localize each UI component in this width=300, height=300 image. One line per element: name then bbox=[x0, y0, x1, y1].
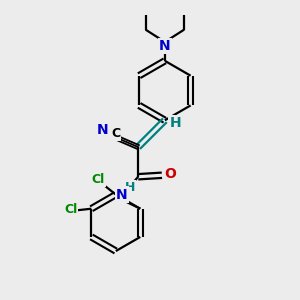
Text: H: H bbox=[125, 181, 135, 194]
Text: N: N bbox=[116, 188, 128, 202]
Text: O: O bbox=[164, 167, 176, 181]
Text: H: H bbox=[169, 116, 181, 130]
Text: N: N bbox=[159, 39, 171, 53]
Text: N: N bbox=[97, 123, 109, 137]
Text: Cl: Cl bbox=[64, 203, 77, 216]
Text: C: C bbox=[111, 127, 120, 140]
Text: Cl: Cl bbox=[92, 172, 105, 186]
